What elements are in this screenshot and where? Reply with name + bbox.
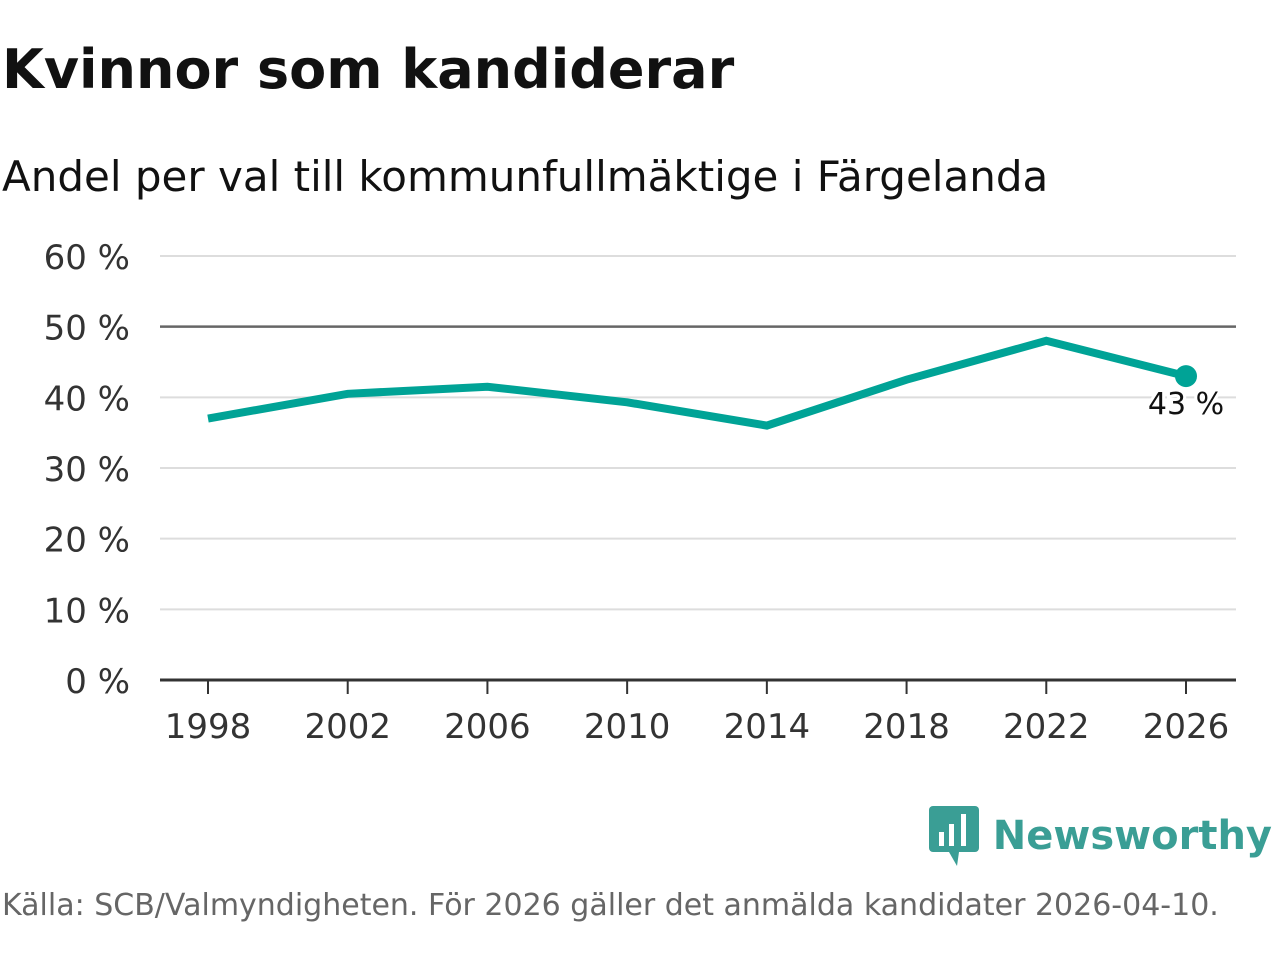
y-tick-label: 10 % [44, 591, 130, 631]
chart-subtitle: Andel per val till kommunfullmäktige i F… [2, 152, 1049, 201]
x-tick-label: 2002 [304, 707, 391, 747]
y-tick-label: 40 % [44, 379, 130, 419]
y-tick-label: 50 % [44, 309, 130, 349]
source-note: Källa: SCB/Valmyndigheten. För 2026 gäll… [2, 888, 1219, 923]
y-tick-label: 30 % [44, 450, 130, 490]
chart-title: Kvinnor som kandiderar [2, 38, 735, 101]
y-tick-label: 20 % [44, 521, 130, 561]
end-value-label: 43 % [1148, 387, 1224, 422]
newsworthy-logo: Newsworthy [928, 806, 1272, 866]
line-chart: 0 % 10 % 20 % 30 % 40 % 50 % 60 % 1998 2002 2006 2… [44, 238, 1236, 747]
x-tick-label: 1998 [165, 707, 252, 747]
x-tick-label: 2018 [863, 707, 950, 747]
logo-icon [928, 806, 979, 866]
y-tick-label: 60 % [44, 238, 130, 278]
data-point [1175, 365, 1197, 388]
x-tick-label: 2026 [1143, 707, 1230, 747]
x-tick-label: 2014 [724, 707, 811, 747]
x-tick-label: 2010 [584, 707, 671, 747]
x-tick-label: 2022 [1003, 707, 1090, 747]
series-line [207, 336, 1187, 430]
logo-text: Newsworthy [992, 813, 1272, 859]
y-tick-label: 0 % [65, 662, 130, 702]
x-tick-label: 2006 [444, 707, 531, 747]
